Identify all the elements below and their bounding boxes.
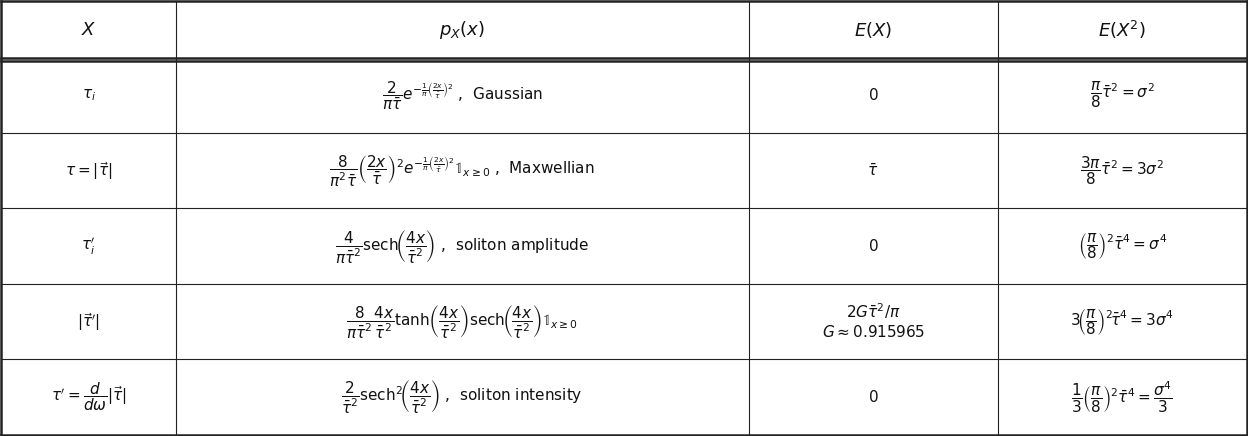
Text: $\bar{\tau}$: $\bar{\tau}$	[867, 163, 879, 179]
Text: $0$: $0$	[867, 238, 879, 254]
Text: $\dfrac{2}{\bar{\tau}^2}\mathrm{sech}^2\!\left(\dfrac{4x}{\bar{\tau}^2}\right)$ : $\dfrac{2}{\bar{\tau}^2}\mathrm{sech}^2\…	[341, 378, 583, 416]
Text: $2G\bar{\tau}^2/\pi$: $2G\bar{\tau}^2/\pi$	[846, 301, 900, 320]
Text: $0$: $0$	[867, 389, 879, 405]
Text: $\dfrac{1}{3}\left(\dfrac{\pi}{8}\right)^2\bar{\tau}^4 = \dfrac{\sigma^4}{3}$: $\dfrac{1}{3}\left(\dfrac{\pi}{8}\right)…	[1071, 379, 1173, 415]
Text: $\left(\dfrac{\pi}{8}\right)^2\bar{\tau}^4 = \sigma^4$: $\left(\dfrac{\pi}{8}\right)^2\bar{\tau}…	[1077, 231, 1167, 261]
Text: $\dfrac{8}{\pi^2\bar{\tau}}\left(\dfrac{2x}{\bar{\tau}}\right)^2 e^{-\frac{1}{\p: $\dfrac{8}{\pi^2\bar{\tau}}\left(\dfrac{…	[329, 153, 595, 188]
Text: $X$: $X$	[81, 20, 96, 38]
Text: $G \approx 0.915965$: $G \approx 0.915965$	[821, 324, 925, 341]
Text: $\tau = |\vec{\tau}|$: $\tau = |\vec{\tau}|$	[65, 160, 112, 182]
Text: $3\!\left(\dfrac{\pi}{8}\right)^2\!\bar{\tau}^4 = 3\sigma^4$: $3\!\left(\dfrac{\pi}{8}\right)^2\!\bar{…	[1071, 307, 1174, 337]
Text: $\tau' = \dfrac{d}{d\omega}|\vec{\tau}|$: $\tau' = \dfrac{d}{d\omega}|\vec{\tau}|$	[51, 381, 126, 413]
Text: $p_X(x)$: $p_X(x)$	[439, 19, 485, 41]
Text: $\tau_i$: $\tau_i$	[81, 88, 96, 103]
Text: $E(X^2)$: $E(X^2)$	[1098, 18, 1146, 41]
Text: $\dfrac{\pi}{8}\bar{\tau}^2 = \sigma^2$: $\dfrac{\pi}{8}\bar{\tau}^2 = \sigma^2$	[1090, 81, 1154, 110]
Text: $\dfrac{3\pi}{8}\bar{\tau}^2 = 3\sigma^2$: $\dfrac{3\pi}{8}\bar{\tau}^2 = 3\sigma^2…	[1081, 154, 1164, 187]
Text: $E(X)$: $E(X)$	[854, 20, 892, 40]
Text: $\dfrac{4}{\pi\bar{\tau}^2}\mathrm{sech}\!\left(\dfrac{4x}{\bar{\tau}^2}\right)$: $\dfrac{4}{\pi\bar{\tau}^2}\mathrm{sech}…	[336, 228, 589, 265]
Text: $\dfrac{8}{\pi\bar{\tau}^2}\dfrac{4x}{\bar{\tau}^2}\tanh\!\left(\dfrac{4x}{\bar{: $\dfrac{8}{\pi\bar{\tau}^2}\dfrac{4x}{\b…	[346, 303, 578, 340]
Text: $|\vec{\tau}'|$: $|\vec{\tau}'|$	[77, 310, 100, 333]
Text: $\dfrac{2}{\pi\bar{\tau}}e^{-\frac{1}{\pi}\left(\frac{2x}{\bar{\tau}}\right)^2}$: $\dfrac{2}{\pi\bar{\tau}}e^{-\frac{1}{\p…	[382, 79, 543, 112]
Text: $0$: $0$	[867, 87, 879, 103]
Text: $\tau_i'$: $\tau_i'$	[81, 235, 96, 257]
